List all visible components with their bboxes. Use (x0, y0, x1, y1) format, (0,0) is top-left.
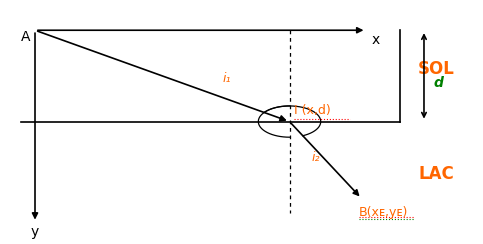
Text: I (x,d): I (x,d) (294, 104, 331, 117)
Text: y: y (30, 225, 39, 239)
Text: B(xᴇ,yᴇ): B(xᴇ,yᴇ) (359, 206, 409, 219)
Text: A: A (21, 30, 30, 44)
Text: i₁: i₁ (223, 72, 231, 85)
Text: x: x (371, 33, 380, 47)
Text: SOL: SOL (417, 60, 455, 78)
Text: LAC: LAC (418, 165, 454, 183)
Text: i₂: i₂ (311, 151, 320, 164)
Text: d: d (434, 76, 443, 90)
